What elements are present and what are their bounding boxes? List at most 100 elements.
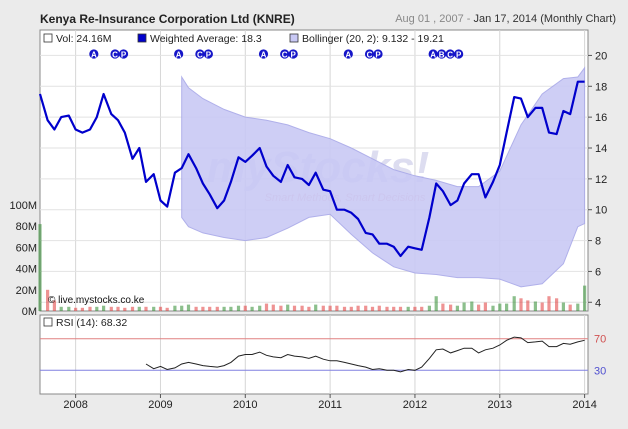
volume-bar <box>427 305 431 311</box>
volume-bar <box>477 304 481 311</box>
volume-bar <box>470 301 474 311</box>
volume-tick-label: 80M <box>16 221 37 233</box>
price-tick-label: 14 <box>595 143 607 155</box>
volume-bar <box>377 305 381 311</box>
legend-item: Bollinger (20, 2): 9.132 - 19.21 <box>302 33 444 45</box>
volume-bar <box>59 306 63 311</box>
volume-bar <box>462 302 466 311</box>
volume-bar <box>576 303 580 311</box>
event-marker-label: A <box>261 50 267 59</box>
rsi-panel: 70 30 RSI (14): 68.32 <box>39 314 606 395</box>
event-marker <box>373 49 383 59</box>
volume-bar <box>547 296 551 311</box>
volume-bar <box>533 301 537 311</box>
volume-bar <box>300 305 304 311</box>
rsi-legend-swatch <box>43 317 53 327</box>
price-tick-label: 10 <box>595 205 607 217</box>
volume-bar <box>38 224 42 311</box>
x-tick-label: 2014 <box>572 399 596 411</box>
volume-bar <box>314 304 318 311</box>
volume-bar <box>420 306 424 311</box>
volume-bar <box>243 305 247 311</box>
volume-tick-label: 40M <box>16 264 37 276</box>
price-tick-label: 8 <box>595 236 601 248</box>
x-tick-label: 2008 <box>63 399 87 411</box>
date-end: Jan 17, 2014 <box>473 13 538 25</box>
volume-bar <box>505 303 509 311</box>
volume-bar <box>307 306 311 311</box>
volume-bar <box>180 305 184 311</box>
volume-bar <box>321 305 325 311</box>
volume-bar <box>455 305 459 311</box>
volume-bar <box>540 302 544 311</box>
volume-bar <box>449 304 453 311</box>
volume-bar <box>498 303 502 311</box>
event-marker-label: C <box>197 50 203 59</box>
volume-bar <box>80 307 84 311</box>
volume-bar <box>370 306 375 311</box>
volume-bar <box>201 306 205 311</box>
event-marker-label: C <box>112 50 118 59</box>
volume-bar <box>186 304 191 311</box>
event-marker <box>89 49 99 59</box>
price-tick-label: 16 <box>595 112 607 124</box>
rsi-tick-label: 70 <box>594 334 606 346</box>
event-marker-label: P <box>121 50 127 59</box>
event-marker-label: A <box>91 50 97 59</box>
event-marker <box>343 49 353 59</box>
event-marker <box>364 49 375 59</box>
price-tick-label: 20 <box>595 50 607 62</box>
x-tick-label: 2012 <box>403 399 427 411</box>
x-tick-label: 2013 <box>488 399 512 411</box>
volume-bar <box>434 296 438 311</box>
volume-bar <box>130 306 135 311</box>
event-marker-label: A <box>345 50 351 59</box>
volume-bar <box>364 305 368 311</box>
event-marker <box>118 49 129 59</box>
chart-period: (Monthly Chart) <box>540 13 616 25</box>
rsi-panel-bg <box>39 314 589 395</box>
rsi-legend: RSI (14): 68.32 <box>56 317 127 329</box>
date-start: Aug 01 , 2007 <box>395 13 464 25</box>
volume-tick-label: 20M <box>16 285 37 297</box>
volume-bar <box>158 306 163 311</box>
x-tick-label: 2011 <box>318 399 342 411</box>
price-panel: myStocks!Smart Methods, Smart Decisions4… <box>9 29 607 318</box>
price-tick-label: 18 <box>595 81 607 93</box>
volume-bar <box>165 307 169 311</box>
volume-bar <box>264 303 269 311</box>
event-marker <box>288 49 298 59</box>
volume-bar <box>173 305 177 311</box>
volume-bar <box>258 305 262 311</box>
volume-bar <box>491 305 495 311</box>
volume-bar <box>568 304 572 311</box>
rsi-tick-label: 30 <box>594 365 606 377</box>
event-marker-label: A <box>430 50 436 59</box>
volume-bar <box>583 285 587 311</box>
volume-bar <box>356 305 360 311</box>
volume-bar <box>236 305 241 311</box>
volume-bar <box>208 306 212 311</box>
rsi-line <box>145 336 585 373</box>
volume-bar <box>67 306 71 311</box>
volume-bar <box>46 289 50 311</box>
volume-bar <box>286 304 290 311</box>
volume-bar <box>406 306 410 311</box>
event-marker <box>428 49 438 59</box>
volume-bar <box>413 306 417 311</box>
event-marker <box>203 49 213 59</box>
volume-tick-label: 60M <box>16 242 37 254</box>
volume-bar <box>52 300 56 311</box>
chart-legend: Vol: 24.16M Weighted Average: 18.3 Bolling… <box>43 33 444 45</box>
x-tick-label: 2010 <box>233 399 257 411</box>
volume-bar <box>385 306 389 311</box>
price-tick-label: 4 <box>595 297 601 309</box>
volume-bar <box>95 306 99 311</box>
volume-bar <box>222 306 226 311</box>
volume-bar <box>194 306 198 311</box>
volume-tick-label: 0M <box>22 306 37 318</box>
event-marker-label: C <box>282 50 288 59</box>
event-marker-label: C <box>447 50 453 59</box>
volume-bar <box>292 305 297 311</box>
